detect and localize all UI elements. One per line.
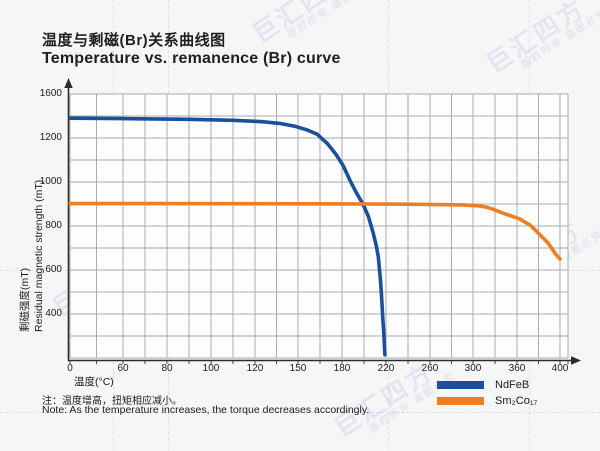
x-tick-label: 100 [202,363,220,374]
legend-item-ndfeb: NdFeB [437,378,537,392]
x-axis-title: 温度(°C) [74,376,114,388]
background-guide-line [0,412,600,413]
x-tick-label: 120 [246,363,264,374]
legend-swatch-sm2co17 [437,397,484,405]
x-tick-label: 260 [421,363,439,374]
y-tick-label: 1000 [39,176,62,187]
y-axis-arrow-icon [64,78,73,88]
y-axis-title-zh: 剩磁强度(mT) [19,267,31,332]
x-tick-label: 60 [117,363,129,374]
page-title-zh: 温度与剩磁(Br)关系曲线图 [42,32,226,49]
note-zh: 注：温度增高，扭矩相应减小。 [42,396,182,407]
page-title-en: Temperature vs. remanence (Br) curve [42,50,341,67]
y-tick-label: 1600 [39,88,62,99]
y-tick-label: 800 [45,220,62,231]
x-tick-label: 180 [333,363,351,374]
y-axis-title-en: Residual magnetic strength (mT) [33,179,45,332]
x-tick-label: 220 [377,363,395,374]
series-curve-0 [68,116,387,357]
x-tick-label: 150 [289,363,307,374]
legend-label-ndfeb: NdFeB [495,379,530,391]
series-curve-1 [68,201,562,261]
legend: NdFeB Sm₂Co₁₇ [437,378,537,410]
legend-item-sm2co17: Sm₂Co₁₇ [437,394,537,408]
x-tick-label: 360 [508,363,526,374]
note-en: Note: As the temperature increases, the … [42,404,370,416]
x-tick-label: 0 [67,363,73,374]
legend-swatch-ndfeb [437,381,484,389]
x-tick-label: 300 [464,363,482,374]
y-tick-label: 1200 [39,132,62,143]
x-axis-arrow-icon [571,356,581,365]
x-tick-label: 80 [161,363,173,374]
y-tick-label: 600 [45,264,62,275]
x-tick-label: 400 [551,363,569,374]
legend-label-sm2co17: Sm₂Co₁₇ [495,395,538,407]
y-tick-label: 400 [45,308,62,319]
